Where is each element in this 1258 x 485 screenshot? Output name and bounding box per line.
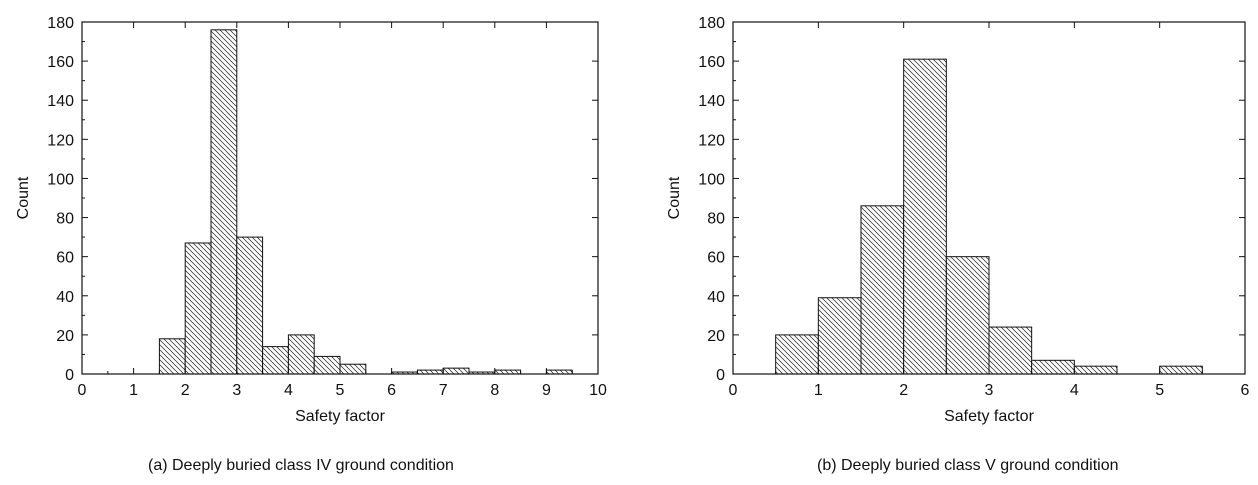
x-tick-label: 8 bbox=[490, 382, 499, 399]
chart-panel-a: 0 20 40 60 80 100 120 140 160 180 0 1 2 3 4 5 6 7 8 9 10 Safe… bbox=[15, 15, 607, 474]
histogram-bar bbox=[1073, 365, 1118, 375]
y-tick-label: 40 bbox=[707, 289, 725, 306]
y-tick-label: 180 bbox=[698, 15, 725, 32]
chart-panel-b: 0 20 40 60 80 100 120 140 160 180 0 1 2 3 4 5 6 Safety fa… bbox=[629, 0, 1258, 485]
caption-a: (a) Deeply buried class IV ground condit… bbox=[148, 457, 454, 474]
x-tick-label: 3 bbox=[985, 382, 994, 399]
y-tick-label: 140 bbox=[47, 93, 74, 110]
histogram-a: 0 20 40 60 80 100 120 140 160 180 0 1 2 3 4 5 6 7 8 9 10 Safe… bbox=[15, 15, 607, 425]
y-axis-label: Count bbox=[15, 176, 32, 219]
x-axis-label: Safety factor bbox=[944, 408, 1034, 425]
y-tick-label: 80 bbox=[56, 211, 74, 228]
x-tick-label: 5 bbox=[1155, 382, 1164, 399]
y-tick-label: 60 bbox=[707, 250, 725, 267]
histogram-bar bbox=[287, 334, 315, 375]
x-tick-label: 0 bbox=[78, 382, 87, 399]
y-tick-label: 0 bbox=[65, 367, 74, 384]
x-tick-label: 6 bbox=[387, 382, 396, 399]
x-tick-label: 4 bbox=[284, 382, 293, 399]
x-tick-label: 1 bbox=[129, 382, 138, 399]
histogram-bar bbox=[313, 355, 341, 375]
y-tick-label: 20 bbox=[707, 328, 725, 345]
x-tick-label: 0 bbox=[729, 382, 738, 399]
histogram-bar bbox=[442, 367, 470, 375]
x-axis-label: Safety factor bbox=[295, 408, 385, 425]
x-tick-label: 4 bbox=[1070, 382, 1079, 399]
y-tick-label: 20 bbox=[56, 328, 74, 345]
histogram-bar bbox=[184, 242, 212, 375]
y-tick-label: 120 bbox=[47, 132, 74, 149]
y-tick-label: 120 bbox=[698, 132, 725, 149]
x-tick-label: 1 bbox=[814, 382, 823, 399]
histogram-bar bbox=[158, 338, 186, 375]
y-tick-label: 180 bbox=[47, 15, 74, 32]
x-tick-label: 2 bbox=[181, 382, 190, 399]
y-tick-label: 0 bbox=[716, 367, 725, 384]
histogram-bar bbox=[210, 29, 238, 375]
histogram-bar bbox=[988, 326, 1033, 375]
histogram-bar bbox=[1159, 365, 1203, 375]
histogram-bar bbox=[775, 334, 819, 375]
histogram-bar bbox=[236, 236, 264, 375]
x-tick-label: 6 bbox=[1241, 382, 1250, 399]
histogram-bar bbox=[1031, 359, 1075, 375]
y-tick-label: 100 bbox=[47, 171, 74, 188]
caption-b: (b) Deeply buried class V ground conditi… bbox=[817, 457, 1119, 474]
y-axis-label: Count bbox=[666, 176, 683, 219]
histogram-bar bbox=[903, 58, 947, 375]
histogram-bar bbox=[860, 205, 905, 375]
histogram-bar bbox=[262, 346, 289, 375]
y-tick-label: 40 bbox=[56, 289, 74, 306]
x-tick-label: 10 bbox=[589, 382, 607, 399]
x-tick-label: 7 bbox=[439, 382, 448, 399]
y-tick-label: 60 bbox=[56, 250, 74, 267]
x-tick-label: 2 bbox=[899, 382, 908, 399]
y-tick-label: 160 bbox=[47, 54, 74, 71]
histogram-bar bbox=[817, 297, 862, 375]
x-tick-label: 3 bbox=[232, 382, 241, 399]
y-tick-label: 140 bbox=[698, 93, 725, 110]
y-tick-label: 100 bbox=[698, 171, 725, 188]
histogram-bar bbox=[339, 363, 367, 375]
y-tick-label: 80 bbox=[707, 211, 725, 228]
y-tick-label: 160 bbox=[698, 54, 725, 71]
histogram-b: 0 20 40 60 80 100 120 140 160 180 0 1 2 3 4 5 6 Safety fa… bbox=[666, 15, 1250, 425]
plot-frame bbox=[81, 21, 599, 375]
x-tick-label: 5 bbox=[336, 382, 345, 399]
histogram-bar bbox=[945, 256, 990, 375]
x-tick-label: 9 bbox=[542, 382, 551, 399]
